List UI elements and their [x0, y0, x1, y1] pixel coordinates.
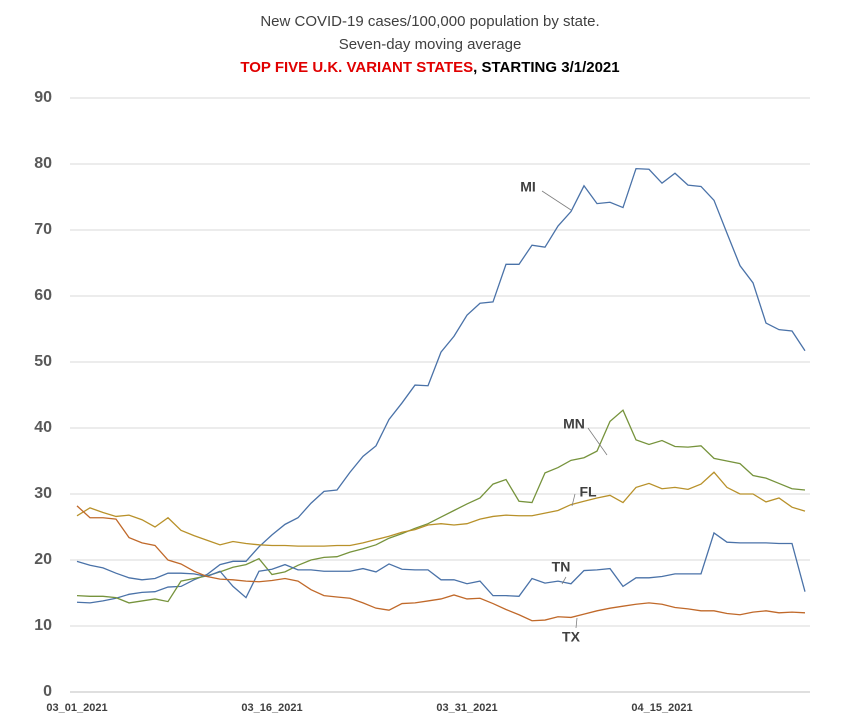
series-label: TN — [552, 559, 571, 575]
chart-title: New COVID-19 cases/100,000 population by… — [260, 13, 599, 30]
series-line — [76, 471, 806, 547]
series-line — [76, 531, 806, 599]
y-tick-label: 90 — [34, 89, 52, 106]
x-tick-label: 03_01_2021 — [46, 702, 107, 714]
y-tick-label: 30 — [34, 485, 52, 502]
chart-subtitle: TOP FIVE U.K. VARIANT STATES, STARTING 3… — [240, 59, 619, 76]
label-leader — [561, 576, 567, 585]
series-line — [76, 505, 806, 622]
x-tick-label: 03_16_2021 — [241, 702, 302, 714]
series-label: TX — [562, 629, 581, 645]
series-line — [76, 409, 806, 604]
label-leader — [587, 427, 608, 456]
subtitle-rest: , STARTING 3/1/2021 — [473, 59, 619, 76]
series-label: FL — [579, 484, 597, 500]
y-tick-label: 70 — [34, 221, 52, 238]
y-tick-label: 10 — [34, 617, 52, 634]
series-label: MN — [563, 416, 585, 432]
y-tick-label: 0 — [43, 683, 52, 700]
y-tick-label: 40 — [34, 419, 52, 436]
label-leader — [571, 493, 576, 507]
y-tick-label: 20 — [34, 551, 52, 568]
series-label: MI — [520, 179, 536, 195]
y-tick-label: 60 — [34, 287, 52, 304]
y-tick-label: 80 — [34, 155, 52, 172]
series-line — [76, 167, 806, 604]
chart-title: Seven-day moving average — [339, 36, 522, 53]
y-tick-label: 50 — [34, 353, 52, 370]
label-leader — [541, 190, 572, 211]
subtitle-highlight: TOP FIVE U.K. VARIANT STATES — [240, 59, 473, 76]
label-leader — [575, 617, 578, 629]
x-tick-label: 04_15_2021 — [631, 702, 692, 714]
x-tick-label: 03_31_2021 — [436, 702, 497, 714]
